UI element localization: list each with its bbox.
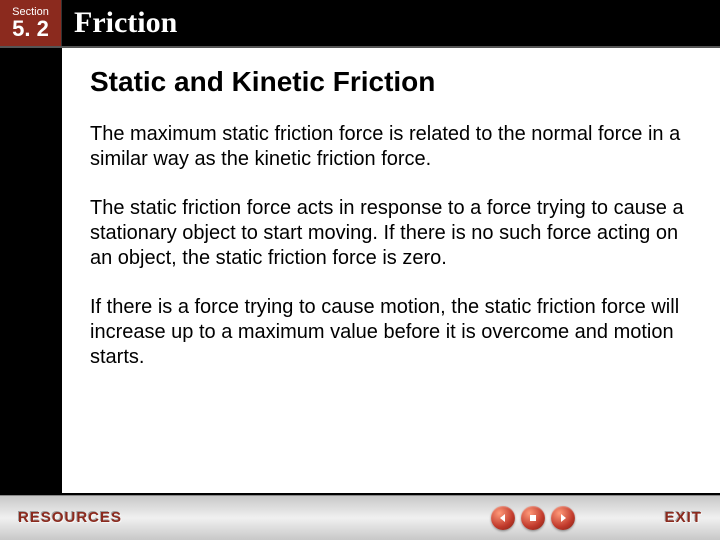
- chapter-title: Friction: [62, 0, 720, 46]
- exit-button[interactable]: EXIT: [665, 509, 702, 526]
- paragraph: The maximum static friction force is rel…: [90, 122, 692, 172]
- content-area: Static and Kinetic Friction The maximum …: [62, 48, 720, 493]
- resources-button[interactable]: RESOURCES: [18, 509, 122, 526]
- paragraph: The static friction force acts in respon…: [90, 196, 692, 271]
- paragraph: If there is a force trying to cause moti…: [90, 295, 692, 370]
- footer-nav: [122, 506, 665, 530]
- square-icon: [528, 513, 538, 523]
- triangle-right-icon: [558, 513, 568, 523]
- triangle-left-icon: [498, 513, 508, 523]
- stop-button[interactable]: [521, 506, 545, 530]
- footer-left: RESOURCES: [18, 509, 122, 527]
- footer-bar: RESOURCES EXIT: [0, 495, 720, 540]
- slide-header: Section 5. 2 Friction: [0, 0, 720, 48]
- section-number: 5. 2: [12, 18, 49, 40]
- next-button[interactable]: [551, 506, 575, 530]
- slide-title: Static and Kinetic Friction: [90, 66, 692, 98]
- footer-right: EXIT: [665, 509, 702, 527]
- prev-button[interactable]: [491, 506, 515, 530]
- section-badge: Section 5. 2: [0, 0, 62, 46]
